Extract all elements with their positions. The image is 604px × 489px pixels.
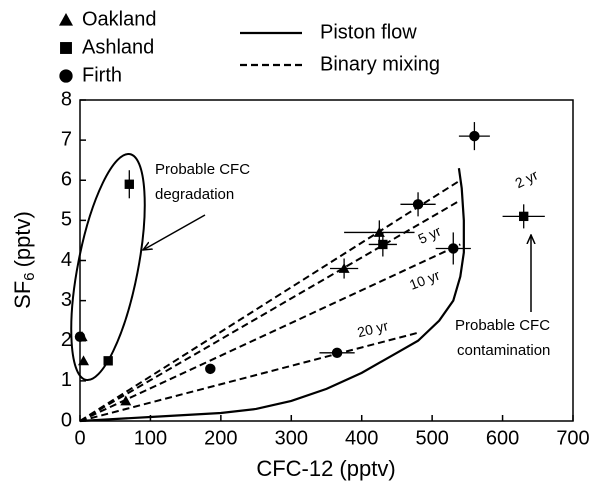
marker <box>378 239 388 250</box>
marker <box>519 211 529 222</box>
y-label-sub: 6 <box>21 272 38 280</box>
mixing-label-bg <box>508 165 546 195</box>
piston-flow-line <box>79 168 465 423</box>
marker <box>103 356 113 366</box>
mixing-line <box>79 179 461 422</box>
marker <box>78 355 90 366</box>
arrow <box>143 214 206 250</box>
marker <box>412 199 424 210</box>
x-tick-label: 600 <box>486 427 519 449</box>
x-tick-label: 700 <box>556 427 589 449</box>
legend-label: Binary mixing <box>320 53 440 75</box>
y-label-base: SF <box>10 281 35 309</box>
mixing-line <box>79 331 419 422</box>
x-tick-label: 0 <box>74 427 85 449</box>
degradation-ellipse <box>70 152 146 382</box>
annotation: Probable CFC <box>455 317 550 334</box>
legend-marker <box>59 13 73 26</box>
marker <box>338 263 350 273</box>
marker <box>448 243 459 254</box>
y-axis-label: SF6 (pptv) <box>10 211 38 309</box>
y-tick-label: 2 <box>61 329 72 351</box>
y-tick-label: 3 <box>61 289 72 311</box>
annotation: Probable CFC <box>155 161 250 178</box>
annotation: degradation <box>155 186 234 203</box>
x-axis-label: CFC-12 (pptv) <box>256 456 395 481</box>
x-tick-label: 200 <box>204 427 237 449</box>
mixing-label: 20 yr <box>356 317 390 340</box>
marker <box>120 395 132 406</box>
x-tick-label: 400 <box>345 427 378 449</box>
marker <box>331 347 343 359</box>
mixing-label-bg <box>411 221 449 251</box>
marker <box>124 179 134 189</box>
y-tick-label: 7 <box>61 128 72 150</box>
annotation: contamination <box>457 342 550 359</box>
mixing-line <box>79 199 461 422</box>
legend-label: Ashland <box>82 36 154 58</box>
y-tick-label: 4 <box>61 249 72 271</box>
mixing-label-bg <box>354 318 392 342</box>
mixing-label-bg <box>406 267 444 295</box>
legend-label: Firth <box>82 64 122 86</box>
y-tick-label: 8 <box>61 88 72 110</box>
y-tick-label: 0 <box>61 409 72 431</box>
x-tick-label: 100 <box>134 427 167 449</box>
marker <box>373 226 385 237</box>
marker <box>74 331 86 342</box>
marker <box>469 130 480 142</box>
x-tick-label: 500 <box>415 427 448 449</box>
plot-frame <box>79 99 574 422</box>
y-tick-label: 1 <box>61 369 72 391</box>
marker <box>205 363 216 375</box>
y-label-unit: (pptv) <box>10 211 35 267</box>
legend-label: Piston flow <box>320 21 417 43</box>
legend-marker <box>60 42 72 54</box>
legend-marker <box>59 69 73 83</box>
x-tick-label: 300 <box>275 427 308 449</box>
y-tick-label: 6 <box>61 169 72 191</box>
legend-label: Oakland <box>82 8 157 30</box>
mixing-line <box>79 243 461 422</box>
y-tick-label: 5 <box>61 209 72 231</box>
